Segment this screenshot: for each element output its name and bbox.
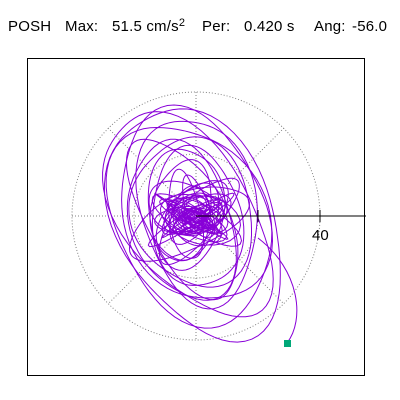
trace-loop-2: [102, 111, 274, 318]
trace-loop-4: [121, 104, 274, 299]
trace-loop-11: [155, 182, 220, 262]
grid-spoke-diag-a: [107, 127, 285, 305]
trace-loop-10: [149, 159, 212, 261]
trace-loop-1: [135, 120, 258, 310]
trace-tail: [257, 237, 298, 344]
max-value: 51.5 cm/s2: [112, 17, 186, 35]
station-name: POSH: [8, 18, 52, 35]
max-label: Max:: [65, 18, 99, 35]
motion-trace: [102, 104, 298, 344]
trace-loop-22: [129, 186, 250, 262]
trace-loop-6: [125, 138, 239, 301]
period-value: 0.420 s: [244, 18, 295, 35]
max-value-text: 51.5 cm/s: [112, 18, 179, 35]
radial-tick-label: 40: [312, 227, 329, 244]
angle-label: Ang:: [314, 18, 346, 35]
angle-value: -56.0: [352, 18, 388, 35]
trace-loop-17: [168, 168, 204, 259]
trace-end-marker: [284, 340, 291, 347]
plot-frame: [27, 58, 365, 376]
trace-loop-3: [126, 138, 237, 301]
grid-spoke-diag-b: [107, 127, 285, 305]
header-bar: POSH Max: 51.5 cm/s2 Per: 0.420 s Ang: -…: [8, 14, 398, 40]
period-label: Per:: [202, 18, 231, 35]
trace-loop-0: [105, 126, 273, 329]
trace-core-scribble: [147, 192, 243, 248]
trace-loop-8: [103, 108, 281, 343]
max-unit-exponent: 2: [178, 17, 186, 29]
